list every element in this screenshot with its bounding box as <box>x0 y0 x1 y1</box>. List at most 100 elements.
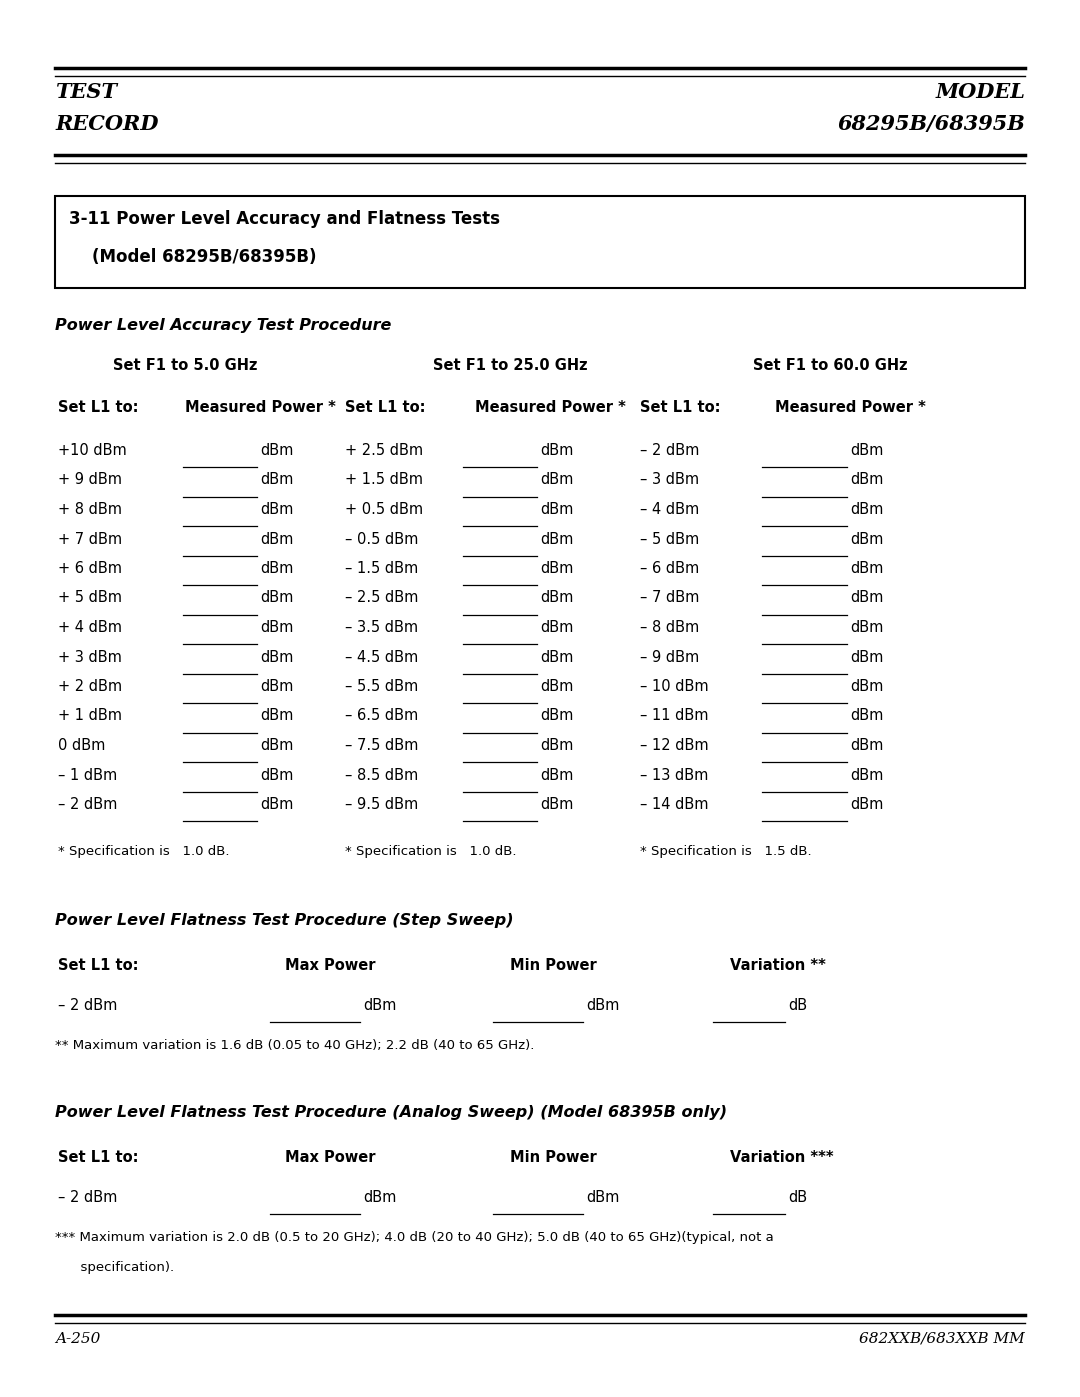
Text: + 7 dBm: + 7 dBm <box>58 531 122 546</box>
Text: Set L1 to:: Set L1 to: <box>58 1150 138 1165</box>
Text: dBm: dBm <box>260 472 294 488</box>
Text: dBm: dBm <box>850 708 883 724</box>
Text: dBm: dBm <box>260 443 294 458</box>
Text: dBm: dBm <box>260 738 294 753</box>
Text: Power Level Accuracy Test Procedure: Power Level Accuracy Test Procedure <box>55 319 391 332</box>
Text: – 3 dBm: – 3 dBm <box>640 472 699 488</box>
Text: – 2 dBm: – 2 dBm <box>58 997 118 1013</box>
Text: Set L1 to:: Set L1 to: <box>640 400 720 415</box>
Text: – 5 dBm: – 5 dBm <box>640 531 699 546</box>
Text: – 3.5 dBm: – 3.5 dBm <box>345 620 418 636</box>
Text: + 2.5 dBm: + 2.5 dBm <box>345 443 423 458</box>
Text: specification).: specification). <box>55 1261 174 1274</box>
Text: – 9 dBm: – 9 dBm <box>640 650 699 665</box>
FancyBboxPatch shape <box>55 196 1025 288</box>
Text: – 2 dBm: – 2 dBm <box>58 1189 118 1204</box>
Text: dBm: dBm <box>540 472 573 488</box>
Text: * Specification is   1.0 dB.: * Specification is 1.0 dB. <box>58 845 229 858</box>
Text: – 9.5 dBm: – 9.5 dBm <box>345 798 418 812</box>
Text: – 14 dBm: – 14 dBm <box>640 798 708 812</box>
Text: – 2.5 dBm: – 2.5 dBm <box>345 591 418 605</box>
Text: + 2 dBm: + 2 dBm <box>58 679 122 694</box>
Text: + 1 dBm: + 1 dBm <box>58 708 122 724</box>
Text: – 7 dBm: – 7 dBm <box>640 591 700 605</box>
Text: dBm: dBm <box>540 531 573 546</box>
Text: + 5 dBm: + 5 dBm <box>58 591 122 605</box>
Text: dBm: dBm <box>540 502 573 517</box>
Text: – 8 dBm: – 8 dBm <box>640 620 699 636</box>
Text: – 4 dBm: – 4 dBm <box>640 502 699 517</box>
Text: dBm: dBm <box>260 591 294 605</box>
Text: + 8 dBm: + 8 dBm <box>58 502 122 517</box>
Text: + 0.5 dBm: + 0.5 dBm <box>345 502 423 517</box>
Text: + 4 dBm: + 4 dBm <box>58 620 122 636</box>
Text: Power Level Flatness Test Procedure (Analog Sweep) (Model 68395B only): Power Level Flatness Test Procedure (Ana… <box>55 1105 727 1119</box>
Text: dBm: dBm <box>850 502 883 517</box>
Text: (Model 68295B/68395B): (Model 68295B/68395B) <box>69 249 316 265</box>
Text: dBm: dBm <box>260 562 294 576</box>
Text: dBm: dBm <box>850 591 883 605</box>
Text: dBm: dBm <box>586 997 619 1013</box>
Text: ** Maximum variation is 1.6 dB (0.05 to 40 GHz); 2.2 dB (40 to 65 GHz).: ** Maximum variation is 1.6 dB (0.05 to … <box>55 1039 535 1052</box>
Text: – 12 dBm: – 12 dBm <box>640 738 708 753</box>
Text: – 5.5 dBm: – 5.5 dBm <box>345 679 418 694</box>
Text: dBm: dBm <box>260 502 294 517</box>
Text: dBm: dBm <box>850 738 883 753</box>
Text: + 6 dBm: + 6 dBm <box>58 562 122 576</box>
Text: – 1.5 dBm: – 1.5 dBm <box>345 562 418 576</box>
Text: dBm: dBm <box>850 650 883 665</box>
Text: dBm: dBm <box>540 798 573 812</box>
Text: Set F1 to 25.0 GHz: Set F1 to 25.0 GHz <box>433 358 588 373</box>
Text: – 0.5 dBm: – 0.5 dBm <box>345 531 418 546</box>
Text: dBm: dBm <box>540 443 573 458</box>
Text: Measured Power *: Measured Power * <box>185 400 336 415</box>
Text: Variation ***: Variation *** <box>730 1150 834 1165</box>
Text: A-250: A-250 <box>55 1331 100 1345</box>
Text: dBm: dBm <box>586 1189 619 1204</box>
Text: – 8.5 dBm: – 8.5 dBm <box>345 767 418 782</box>
Text: dBm: dBm <box>260 708 294 724</box>
Text: dBm: dBm <box>260 767 294 782</box>
Text: dBm: dBm <box>540 562 573 576</box>
Text: dBm: dBm <box>363 997 396 1013</box>
Text: 3-11 Power Level Accuracy and Flatness Tests: 3-11 Power Level Accuracy and Flatness T… <box>69 210 500 228</box>
Text: Measured Power *: Measured Power * <box>775 400 926 415</box>
Text: dBm: dBm <box>260 798 294 812</box>
Text: dB: dB <box>788 997 807 1013</box>
Text: * Specification is   1.0 dB.: * Specification is 1.0 dB. <box>345 845 516 858</box>
Text: – 6.5 dBm: – 6.5 dBm <box>345 708 418 724</box>
Text: Min Power: Min Power <box>510 1150 597 1165</box>
Text: dBm: dBm <box>260 620 294 636</box>
Text: *** Maximum variation is 2.0 dB (0.5 to 20 GHz); 4.0 dB (20 to 40 GHz); 5.0 dB (: *** Maximum variation is 2.0 dB (0.5 to … <box>55 1232 773 1245</box>
Text: – 2 dBm: – 2 dBm <box>58 798 118 812</box>
Text: + 9 dBm: + 9 dBm <box>58 472 122 488</box>
Text: dBm: dBm <box>540 738 573 753</box>
Text: * Specification is   1.5 dB.: * Specification is 1.5 dB. <box>640 845 812 858</box>
Text: dBm: dBm <box>540 591 573 605</box>
Text: Set L1 to:: Set L1 to: <box>345 400 426 415</box>
Text: – 4.5 dBm: – 4.5 dBm <box>345 650 418 665</box>
Text: dBm: dBm <box>850 620 883 636</box>
Text: – 10 dBm: – 10 dBm <box>640 679 708 694</box>
Text: 682XXB/683XXB MM: 682XXB/683XXB MM <box>860 1331 1025 1345</box>
Text: dBm: dBm <box>850 679 883 694</box>
Text: dBm: dBm <box>540 650 573 665</box>
Text: – 1 dBm: – 1 dBm <box>58 767 118 782</box>
Text: dBm: dBm <box>850 562 883 576</box>
Text: Set F1 to 5.0 GHz: Set F1 to 5.0 GHz <box>112 358 257 373</box>
Text: RECORD: RECORD <box>55 115 159 134</box>
Text: Max Power: Max Power <box>285 1150 376 1165</box>
Text: TEST: TEST <box>55 82 117 102</box>
Text: dBm: dBm <box>540 679 573 694</box>
Text: Set L1 to:: Set L1 to: <box>58 400 138 415</box>
Text: – 2 dBm: – 2 dBm <box>640 443 700 458</box>
Text: Set L1 to:: Set L1 to: <box>58 957 138 972</box>
Text: Variation **: Variation ** <box>730 957 826 972</box>
Text: dBm: dBm <box>363 1189 396 1204</box>
Text: dBm: dBm <box>540 620 573 636</box>
Text: Set F1 to 60.0 GHz: Set F1 to 60.0 GHz <box>753 358 907 373</box>
Text: MODEL: MODEL <box>935 82 1025 102</box>
Text: 0 dBm: 0 dBm <box>58 738 106 753</box>
Text: dBm: dBm <box>850 531 883 546</box>
Text: + 1.5 dBm: + 1.5 dBm <box>345 472 423 488</box>
